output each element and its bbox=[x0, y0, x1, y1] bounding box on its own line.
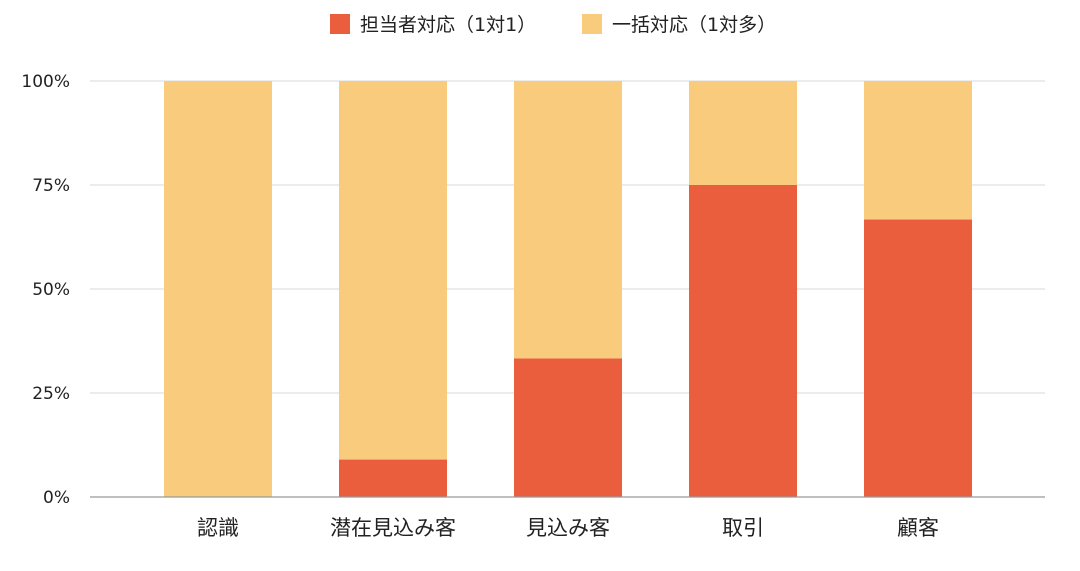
y-tick-label: 50% bbox=[32, 280, 70, 300]
bar-segment-one-to-one bbox=[864, 219, 972, 497]
bar-segment-one-to-one bbox=[514, 358, 622, 497]
bar-segment-one-to-one bbox=[689, 185, 797, 497]
legend-swatch bbox=[582, 14, 602, 34]
bar-segment-one-to-many bbox=[689, 81, 797, 185]
bar-segment-one-to-many bbox=[339, 81, 447, 460]
bars bbox=[164, 81, 972, 497]
y-axis: 0% 25% 50% 75% 100% bbox=[21, 72, 70, 508]
y-tick-label: 100% bbox=[21, 72, 70, 92]
y-tick-label: 25% bbox=[32, 384, 70, 404]
x-tick-label: 潜在見込み客 bbox=[330, 516, 456, 540]
legend-label: 担当者対応（1対1） bbox=[360, 14, 536, 36]
x-axis: 認識 潜在見込み客 見込み客 取引 顧客 bbox=[197, 516, 939, 540]
bar-segment-one-to-many bbox=[514, 81, 622, 359]
legend-label: 一括対応（1対多） bbox=[612, 14, 776, 36]
bar-segment-one-to-many bbox=[864, 81, 972, 220]
x-tick-label: 顧客 bbox=[897, 516, 939, 540]
x-tick-label: 認識 bbox=[197, 516, 239, 540]
y-tick-label: 75% bbox=[32, 176, 70, 196]
bar-segment-one-to-one bbox=[339, 459, 447, 497]
legend-swatch bbox=[330, 14, 350, 34]
y-tick-label: 0% bbox=[43, 488, 70, 508]
x-tick-label: 見込み客 bbox=[526, 516, 610, 540]
legend: 担当者対応（1対1） 一括対応（1対多） bbox=[330, 14, 776, 36]
x-tick-label: 取引 bbox=[722, 516, 764, 540]
bar-segment-one-to-many bbox=[164, 81, 272, 497]
